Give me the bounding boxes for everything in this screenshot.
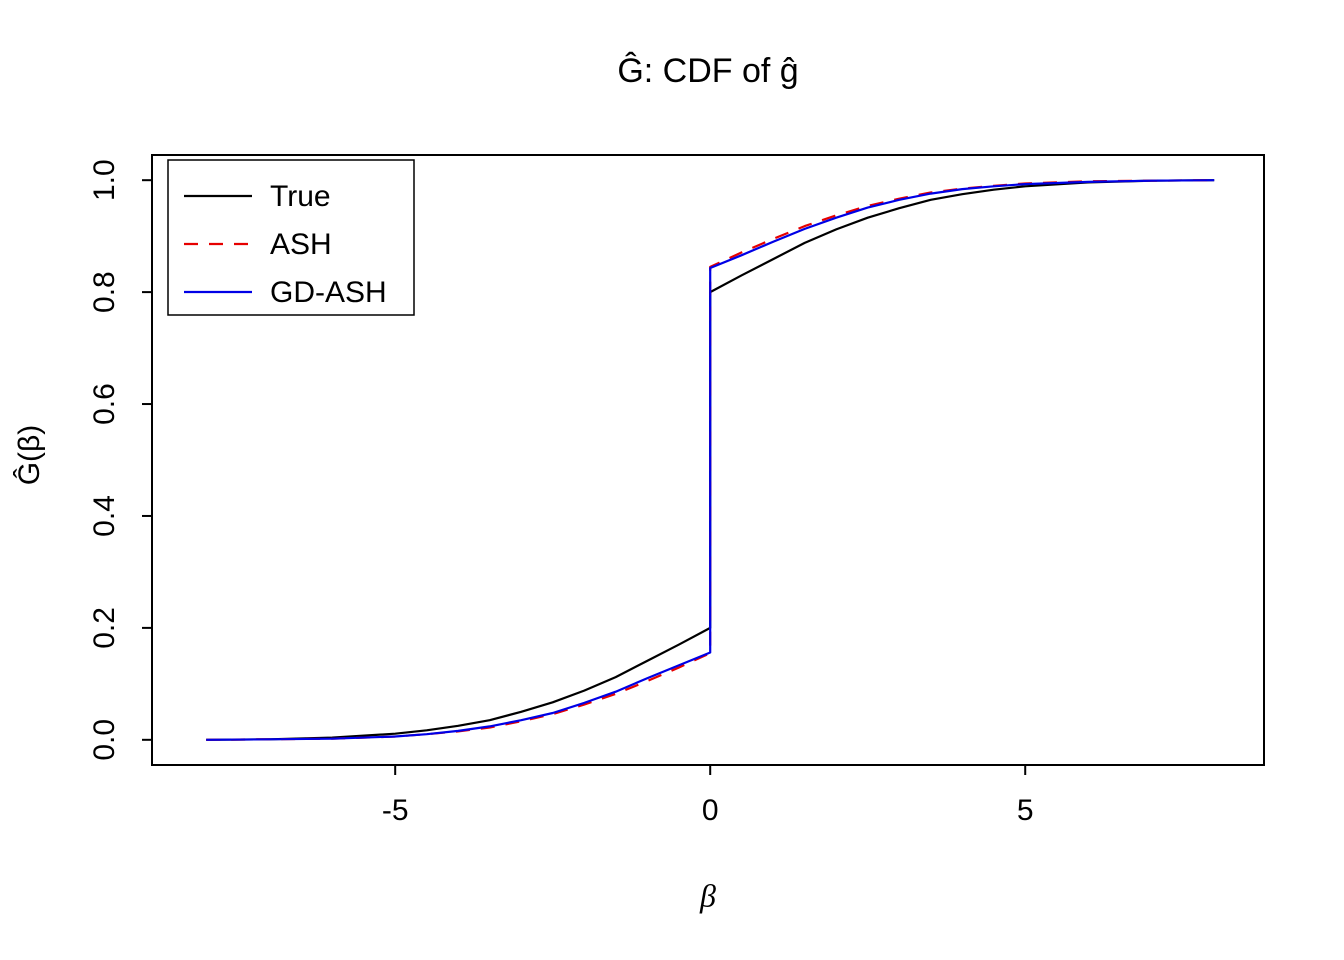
legend-box: [167, 159, 415, 316]
y-tick-label: 1.0: [88, 159, 121, 201]
y-tick-label: 0.0: [88, 719, 121, 761]
series-line-gd-ash: [206, 179, 1215, 741]
y-tick-label: 0.8: [88, 271, 121, 313]
chart-title: Ĝ: CDF of ĝ: [617, 52, 799, 90]
x-tick-label: 5: [1017, 794, 1034, 827]
legend-label-ash: ASH: [270, 228, 332, 261]
x-tick-label: -5: [382, 794, 409, 827]
y-tick-label: 0.2: [88, 607, 121, 649]
x-tick-label: 0: [702, 794, 719, 827]
y-tick-label: 0.4: [88, 495, 121, 537]
legend-label-gd-ash: GD-ASH: [270, 276, 387, 309]
x-axis-label: β: [700, 877, 716, 914]
y-tick-label: 0.6: [88, 383, 121, 425]
plot-border: [151, 154, 1265, 766]
legend-label-true: True: [270, 180, 331, 213]
